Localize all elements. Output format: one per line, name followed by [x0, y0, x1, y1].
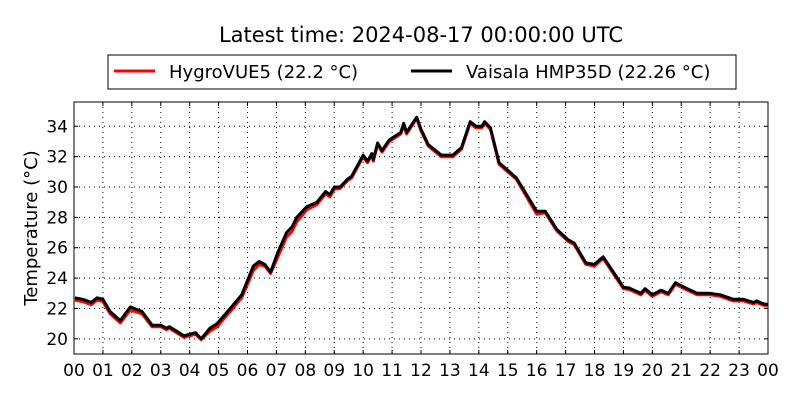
x-tick-label: 05 [208, 361, 230, 381]
x-tick-label: 07 [266, 361, 288, 381]
x-tick-label: 22 [699, 361, 721, 381]
x-tick-label: 23 [728, 361, 750, 381]
series-lines [74, 115, 769, 342]
series-line-vaisala-hmp35d [74, 115, 769, 341]
x-tick-label: 21 [670, 361, 692, 381]
x-tick-label: 04 [179, 361, 201, 381]
y-tick-label: 22 [46, 299, 68, 319]
x-tick-label: 17 [555, 361, 577, 381]
x-tick-label: 20 [642, 361, 664, 381]
y-tick-label: 26 [46, 239, 68, 259]
x-tick-label: 16 [526, 361, 548, 381]
x-tick-label: 13 [439, 361, 461, 381]
x-tick-label: 19 [613, 361, 635, 381]
legend-label-vaisala: Vaisala HMP35D (22.26 °C) [466, 62, 710, 83]
y-tick-label: 20 [46, 330, 68, 350]
x-tick-label: 15 [497, 361, 519, 381]
y-tick-labels: 20 22 24 26 28 30 32 34 [46, 117, 68, 350]
plot-frame [73, 101, 769, 355]
x-tick-label: 10 [352, 361, 374, 381]
chart-title: Latest time: 2024-08-17 00:00:00 UTC [219, 23, 623, 47]
legend: HygroVUE5 (22.2 °C) Vaisala HMP35D (22.2… [107, 54, 737, 90]
x-tick-label: 18 [584, 361, 606, 381]
x-tick-label: 12 [410, 361, 432, 381]
x-tick-label: 01 [92, 361, 114, 381]
x-tick-label: 00 [63, 361, 85, 381]
y-axis-label: Temperature (°C) [21, 150, 42, 306]
x-tick-label: 06 [237, 361, 259, 381]
y-tick-label: 30 [46, 178, 68, 198]
x-tick-labels: 00 01 02 03 04 05 06 07 08 09 10 11 12 13 14 15 16 17 18 19… [63, 361, 779, 381]
grid [74, 102, 768, 354]
y-tick-label: 32 [46, 148, 68, 168]
x-tick-label: 09 [323, 361, 345, 381]
y-tick-label: 24 [46, 269, 68, 289]
legend-label-hygrovue5: HygroVUE5 (22.2 °C) [169, 62, 358, 83]
x-tick-label: 00 [757, 361, 779, 381]
x-tick-label: 03 [150, 361, 172, 381]
y-tick-label: 34 [46, 117, 68, 137]
x-tick-label: 08 [295, 361, 317, 381]
x-tick-label: 02 [121, 361, 143, 381]
x-tick-label: 14 [468, 361, 490, 381]
y-tick-label: 28 [46, 208, 68, 228]
x-tick-label: 11 [381, 361, 403, 381]
series-line-hygrovue5 [74, 117, 768, 342]
